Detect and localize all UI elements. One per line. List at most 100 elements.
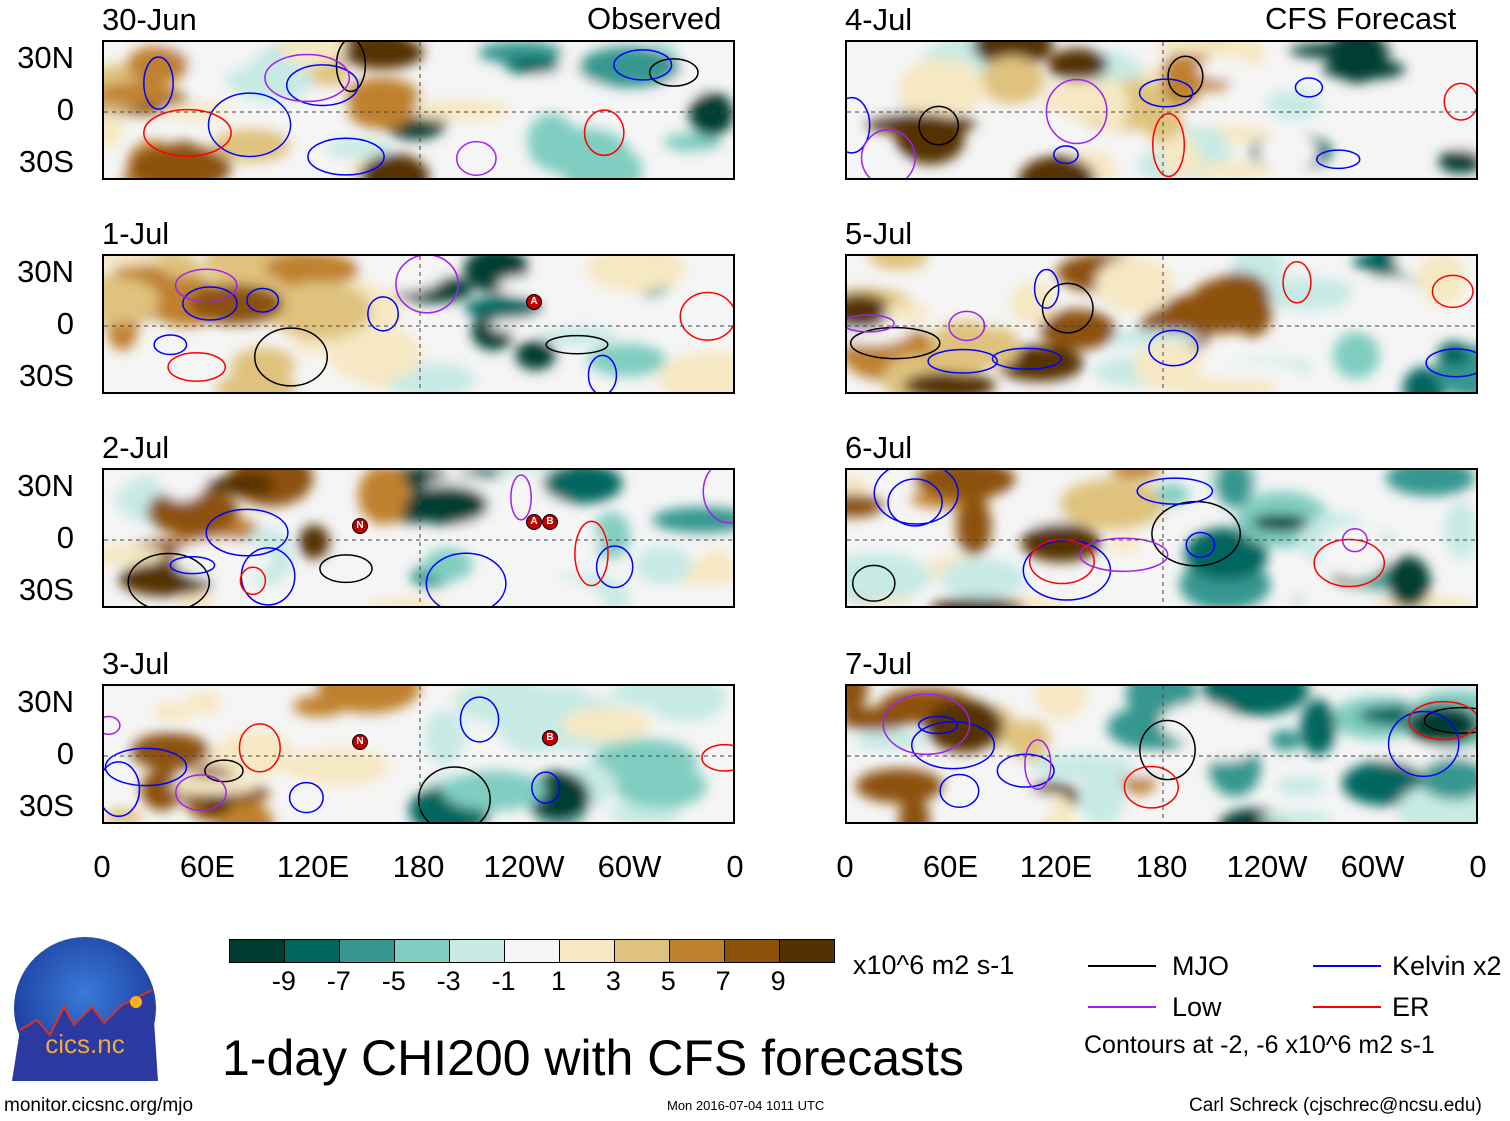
- chi200-anomaly-blob: [216, 729, 294, 778]
- chi200-anomaly-blob: [561, 707, 653, 742]
- chi200-anomaly-blob: [161, 101, 231, 121]
- chi200-anomaly-blob: [537, 529, 603, 549]
- chi200-anomaly-blob: [454, 686, 563, 725]
- chi200-anomaly-blob: [1209, 272, 1270, 319]
- low-contour: [510, 474, 532, 521]
- chi200-anomaly-blob: [868, 256, 929, 270]
- chi200-anomaly-blob: [1275, 775, 1327, 796]
- colorbar-swatch: [560, 940, 615, 962]
- mjo-contour: [918, 105, 960, 146]
- kelvin-contour: [873, 470, 959, 525]
- tropical-cyclone-marker: N: [352, 734, 368, 750]
- kelvin-contour: [169, 555, 216, 575]
- chi200-anomaly-blob: [1034, 686, 1088, 720]
- chi200-anomaly-blob: [645, 686, 727, 723]
- latitude-tick-label: 30N: [17, 468, 74, 503]
- chi200-anomaly-blob: [1047, 48, 1109, 81]
- kelvin-contour: [887, 478, 943, 527]
- er-contour: [1408, 700, 1476, 741]
- chi200-anomaly-blob: [847, 293, 892, 329]
- chi200-anomaly-blob: [1257, 131, 1318, 172]
- low-contour: [860, 129, 916, 178]
- chi200-anomaly-blob: [328, 325, 423, 383]
- colorbar-tick-label: -7: [326, 966, 351, 996]
- chi200-anomaly-blob: [1297, 586, 1390, 606]
- chi200-anomaly-blob: [1348, 276, 1428, 333]
- chi200-anomaly-blob: [1417, 256, 1466, 307]
- chi200-anomaly-blob: [1333, 331, 1380, 379]
- chi200-anomaly-blob: [104, 82, 179, 106]
- kelvin-contour: [104, 747, 188, 787]
- chi200-anomaly-blob: [1021, 523, 1101, 563]
- footer-credit: Carl Schreck (cjschrec@ncsu.edu): [1189, 1095, 1482, 1116]
- legend-low-line: [1088, 1006, 1156, 1008]
- chi200-anomaly-blob: [861, 155, 907, 175]
- longitude-tick-label: 120E: [276, 849, 350, 884]
- chi200-anomaly-blob: [652, 507, 733, 533]
- kelvin-contour: [425, 552, 507, 606]
- kelvin-contour: [613, 49, 673, 81]
- chi200-anomaly-blob: [1300, 699, 1336, 756]
- colorbar-tick-label: -3: [436, 966, 461, 996]
- chi200-anomaly-blob: [682, 737, 733, 755]
- colorbar-swatch: [780, 940, 834, 962]
- kelvin-contour: [1033, 268, 1060, 309]
- tropical-cyclone-marker: B: [542, 514, 558, 530]
- chi200-anomaly-blob: [1059, 478, 1165, 530]
- mjo-contour: [849, 326, 941, 360]
- mjo-contour: [127, 552, 211, 606]
- chi200-anomaly-blob: [424, 709, 465, 765]
- chi200-anomaly-blob: [1269, 729, 1303, 751]
- chi200-anomaly-blob: [895, 113, 965, 165]
- chi200-anomaly-blob: [1184, 527, 1268, 581]
- er-contour: [239, 566, 267, 596]
- kelvin-contour: [1425, 348, 1476, 378]
- chi200-anomaly-blob: [186, 690, 222, 715]
- chi200-anomaly-blob: [972, 42, 1053, 68]
- er-contour: [143, 108, 232, 157]
- chi200-anomaly-blob: [1202, 686, 1309, 716]
- chi200-anomaly-blob: [156, 470, 210, 502]
- er-contour: [1152, 112, 1186, 178]
- chi200-anomaly-blob: [268, 281, 372, 340]
- longitude-tick-label: 60E: [922, 849, 979, 884]
- kelvin-contour: [531, 771, 561, 804]
- chi200-anomaly-blob: [847, 552, 932, 601]
- tropical-cyclone-marker: A: [526, 514, 542, 530]
- mjo-contour: [335, 42, 367, 93]
- chi200-anomaly-blob: [855, 768, 944, 804]
- mjo-contour: [851, 564, 896, 602]
- kelvin-contour: [595, 545, 634, 589]
- panel-date-label: 30-Jun: [102, 2, 197, 37]
- latitude-tick-label: 0: [56, 92, 74, 127]
- mjo-contour: [648, 58, 699, 87]
- chi200-anomaly-blob: [1018, 155, 1096, 178]
- legend-er-line: [1313, 1006, 1381, 1008]
- chi200-anomaly-blob: [676, 151, 733, 178]
- chi200-anomaly-blob: [405, 485, 489, 525]
- chi200-anomaly-blob: [1193, 160, 1275, 178]
- chi200-anomaly-blob: [1444, 501, 1476, 560]
- mjo-contour: [1041, 282, 1094, 334]
- low-contour: [1024, 739, 1052, 791]
- panel-date-label: 3-Jul: [102, 646, 170, 681]
- chi200-anomaly-blob: [104, 256, 164, 267]
- low-contour: [175, 774, 227, 812]
- chi200-anomaly-blob: [298, 524, 330, 560]
- longitude-tick-label: 60W: [1340, 849, 1405, 884]
- mjo-contour: [204, 759, 244, 783]
- colorbar: [229, 939, 835, 963]
- chi200-anomaly-blob: [1109, 470, 1162, 479]
- kelvin-contour: [307, 137, 385, 176]
- footer-url[interactable]: monitor.cicsnc.org/mjo: [4, 1095, 194, 1116]
- kelvin-contour: [459, 696, 500, 743]
- longitude-tick-label: 120E: [1019, 849, 1093, 884]
- tropical-cyclone-marker: B: [542, 730, 558, 746]
- panel-date-label: 5-Jul: [845, 216, 913, 251]
- legend-low-label: Low: [1172, 992, 1222, 1022]
- chi200-anomaly-blob: [1096, 79, 1129, 131]
- mjo-contour: [319, 554, 373, 584]
- latitude-tick-label: 0: [56, 736, 74, 771]
- chi200-anomaly-blob: [898, 58, 986, 118]
